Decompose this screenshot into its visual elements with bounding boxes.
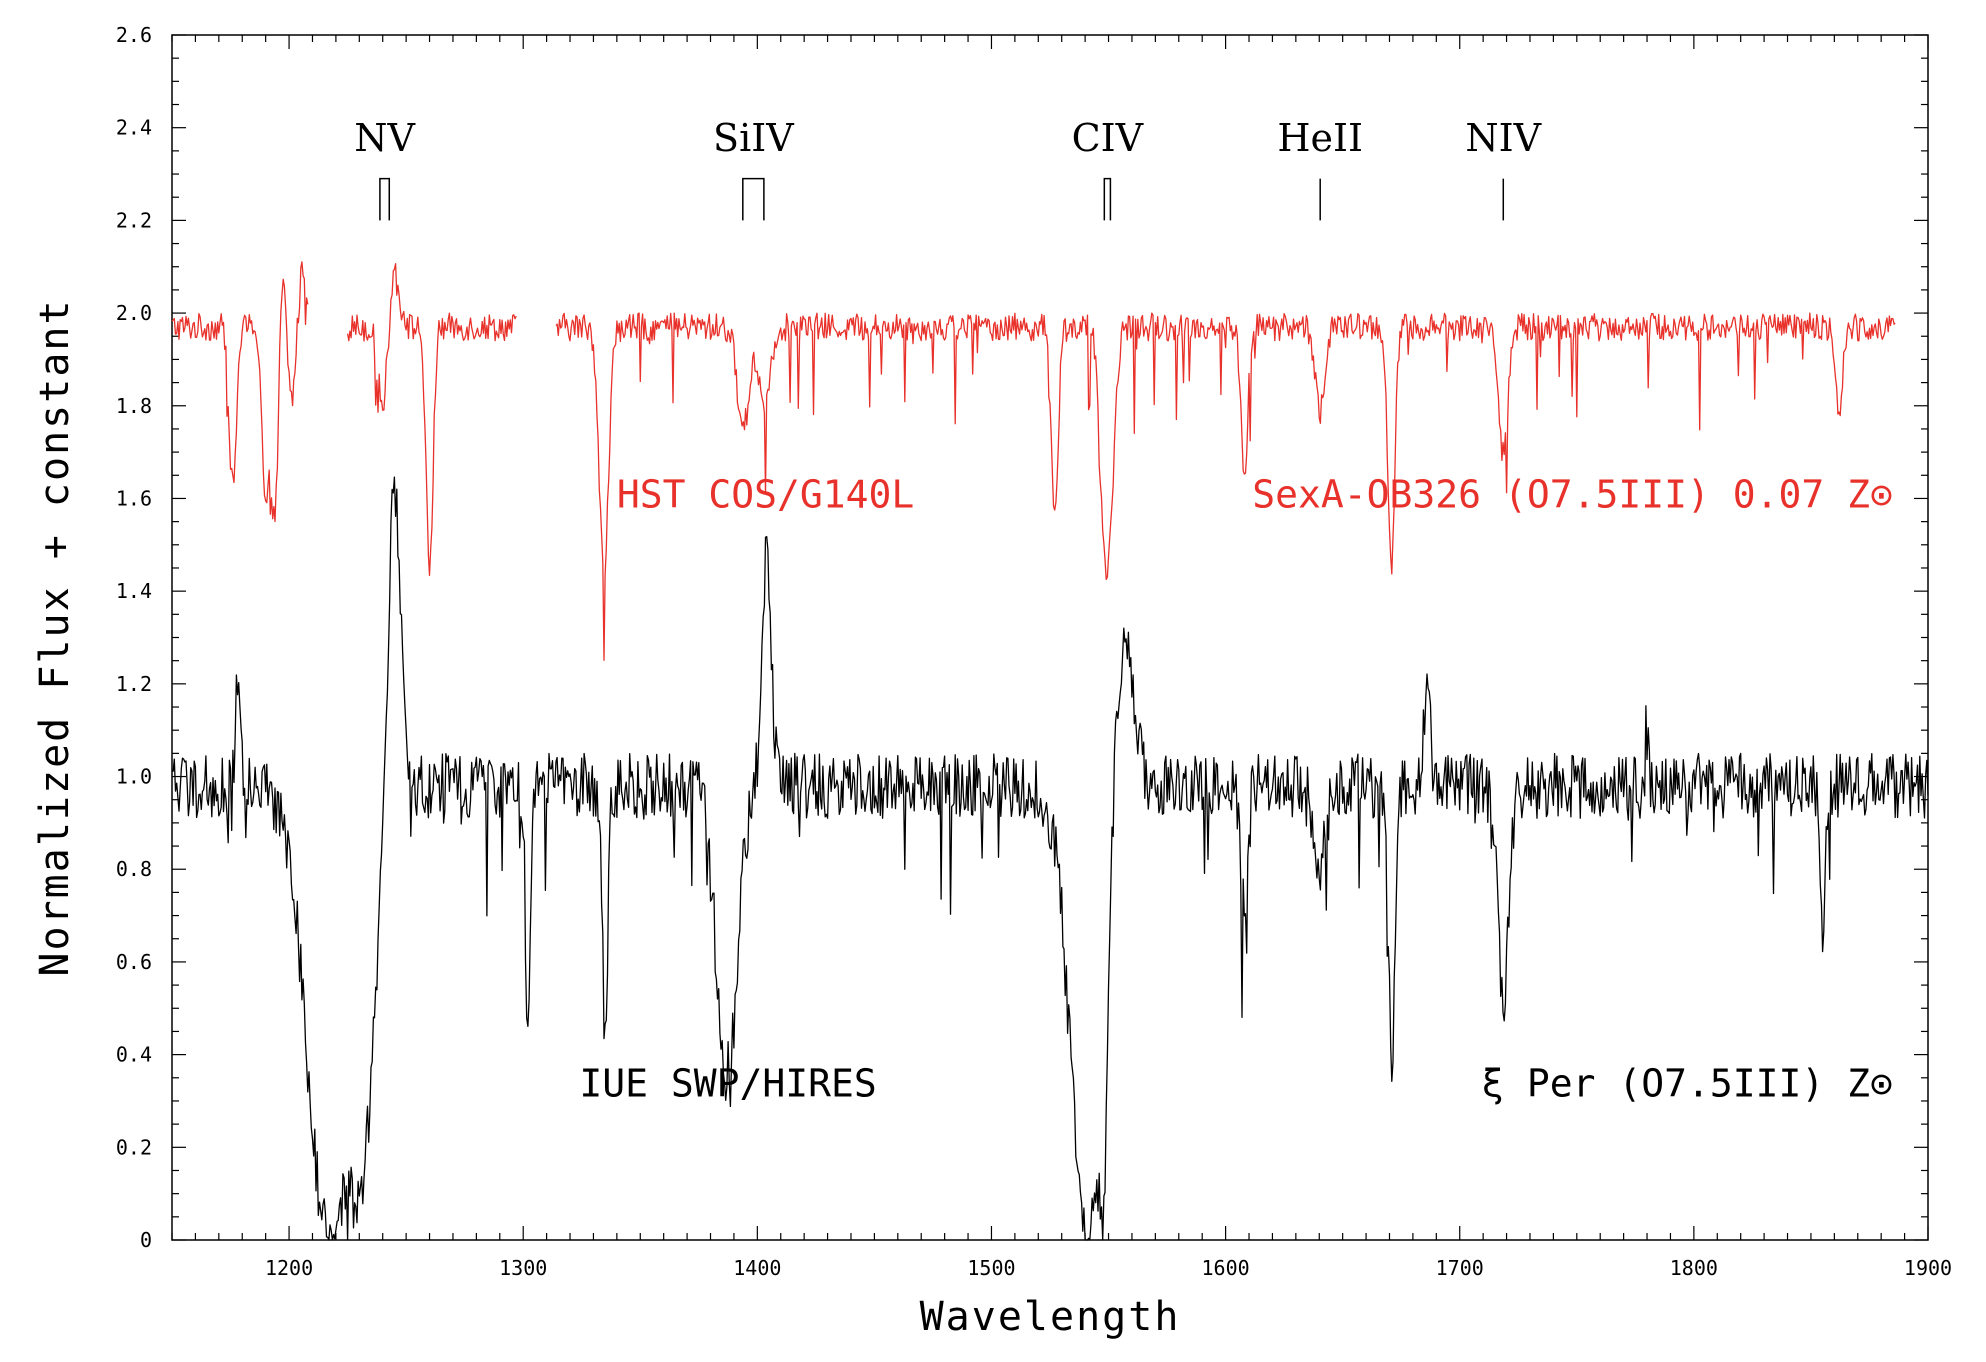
line-identifications: NV SiIV CIV HeII NIV xyxy=(354,116,1542,221)
y-tick-label: 2.6 xyxy=(116,23,152,47)
y-tick-label: 1.6 xyxy=(116,486,152,510)
y-tick-label: 1.8 xyxy=(116,394,152,418)
spectrum-line-iue xyxy=(171,476,1929,1241)
series-layer xyxy=(171,261,1929,1241)
y-tick-label: 2.2 xyxy=(116,208,152,232)
x-tick-label: 1400 xyxy=(733,1256,781,1280)
line-id-marker xyxy=(742,177,765,221)
y-tick-label: 0.4 xyxy=(116,1043,152,1067)
annotations: HST COS/G140L SexA-OB326 (O7.5III) 0.07 Z… xyxy=(579,473,1892,1106)
x-axis-title: Wavelength xyxy=(920,1294,1181,1340)
line-id-label: HeII xyxy=(1277,116,1363,160)
x-tick-label: 1500 xyxy=(967,1256,1015,1280)
line-id-label: NIV xyxy=(1465,116,1541,160)
line-id-marker xyxy=(1103,177,1112,221)
y-tick-label: 0.8 xyxy=(116,857,152,881)
spectrum-line-hst xyxy=(346,263,517,577)
plot-frame xyxy=(171,34,1929,1241)
x-tick-labels: 1200 1300 1400 1500 1600 1700 1800 1900 xyxy=(265,1256,1952,1280)
y-tick-label: 0.6 xyxy=(116,950,152,974)
y-tick-label: 0 xyxy=(140,1228,152,1252)
y-tick-label: 1.0 xyxy=(116,765,152,789)
annotation-label: HST COS/G140L xyxy=(617,473,914,517)
x-tick-label: 1600 xyxy=(1202,1256,1250,1280)
x-tick-label: 1800 xyxy=(1670,1256,1718,1280)
line-id-label: CIV xyxy=(1072,116,1144,160)
y-tick-label: 1.4 xyxy=(116,579,152,603)
y-tick-label: 2.4 xyxy=(116,116,152,140)
x-tick-label: 1700 xyxy=(1436,1256,1484,1280)
x-tick-label: 1900 xyxy=(1904,1256,1952,1280)
y-tick-label: 1.2 xyxy=(116,672,152,696)
x-tick-label: 1300 xyxy=(499,1256,547,1280)
line-id-label: NV xyxy=(354,116,415,160)
y-tick-labels: 0 0.2 0.4 0.6 0.8 1.0 1.2 1.4 1.6 1.8 2.0 2.2 2.4 2.6 xyxy=(116,23,152,1252)
x-tick-label: 1200 xyxy=(265,1256,313,1280)
line-id-marker xyxy=(379,177,391,221)
y-tick-label: 0.2 xyxy=(116,1135,152,1159)
annotation-label: ξ Per (O7.5III) Z⊙ xyxy=(1481,1061,1893,1105)
line-id-label: SiIV xyxy=(713,116,794,160)
axis-ticks xyxy=(171,34,1929,1241)
spectrum-line-hst xyxy=(555,312,1896,661)
spectrum-line-hst xyxy=(171,261,309,523)
annotation-label: SexA-OB326 (O7.5III) 0.07 Z⊙ xyxy=(1252,473,1893,517)
y-tick-label: 2.0 xyxy=(116,301,152,325)
annotation-label: IUE SWP/HIRES xyxy=(579,1061,876,1105)
y-axis-title: Normalized Flux + constant xyxy=(32,298,78,976)
